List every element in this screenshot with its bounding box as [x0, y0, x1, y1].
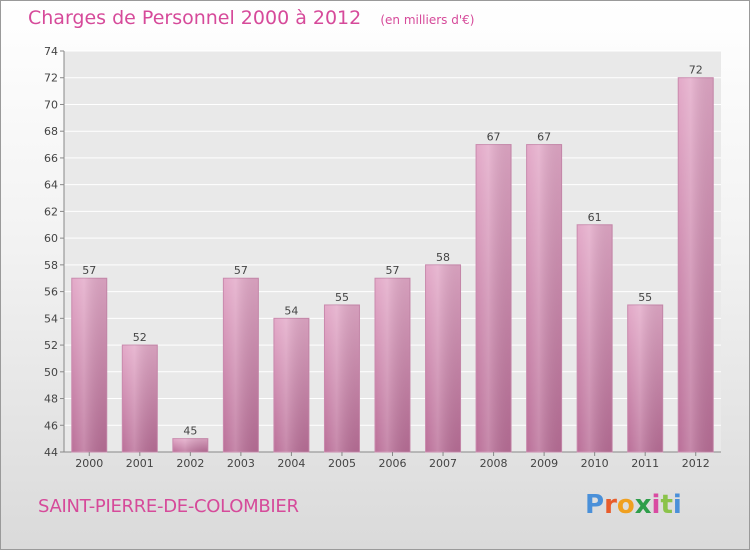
logo-letter: r [604, 490, 617, 520]
x-tick-label: 2004 [277, 457, 305, 470]
city-name: SAINT-PIERRE-DE-COLOMBIER [38, 496, 299, 517]
bar-shine [526, 144, 562, 453]
bar-shine [71, 278, 107, 452]
x-tick-label: 2011 [631, 457, 659, 470]
bar-shine [476, 144, 512, 453]
y-tick-label: 72 [44, 72, 58, 85]
bar-shine [273, 318, 309, 452]
bar-value-label: 52 [133, 331, 147, 344]
bar-shine [172, 438, 208, 452]
bar-value-label: 61 [588, 211, 602, 224]
bar-shine [678, 77, 714, 452]
x-tick-label: 2003 [227, 457, 255, 470]
bar-shine [122, 345, 158, 452]
bar-shine [324, 304, 360, 452]
x-tick-label: 2002 [176, 457, 204, 470]
bar-value-label: 55 [335, 291, 349, 304]
y-tick-label: 46 [44, 419, 58, 432]
y-tick-label: 58 [44, 259, 58, 272]
title-row: Charges de Personnel 2000 à 2012 (en mil… [28, 7, 474, 29]
y-tick-label: 48 [44, 393, 58, 406]
y-tick-label: 70 [44, 98, 58, 111]
y-tick-label: 62 [44, 205, 58, 218]
logo-letter: o [616, 490, 635, 520]
logo-letter: x [634, 490, 652, 520]
x-tick-label: 2010 [581, 457, 609, 470]
x-tick-label: 2007 [429, 457, 457, 470]
logo-letter: t [660, 490, 673, 520]
bar-value-label: 57 [386, 264, 400, 277]
x-tick-label: 2000 [75, 457, 103, 470]
logo-letter: P [585, 490, 605, 520]
bar-value-label: 57 [82, 264, 96, 277]
y-tick-label: 56 [44, 286, 58, 299]
bar-shine [627, 304, 663, 452]
x-tick-label: 2005 [328, 457, 356, 470]
y-tick-label: 50 [44, 366, 58, 379]
proxiti-logo[interactable]: Proxiti [585, 490, 682, 520]
bar-value-label: 57 [234, 264, 248, 277]
y-tick-label: 54 [44, 312, 58, 325]
y-tick-label: 66 [44, 152, 58, 165]
bar-value-label: 72 [689, 64, 703, 77]
bar-value-label: 58 [436, 251, 450, 264]
bar-shine [577, 224, 613, 452]
bar-value-label: 54 [284, 304, 298, 317]
y-tick-label: 52 [44, 339, 58, 352]
y-tick-label: 68 [44, 125, 58, 138]
bar-shine [223, 278, 259, 452]
y-tick-label: 44 [44, 446, 58, 459]
y-tick-label: 74 [44, 45, 58, 58]
bar-shine [375, 278, 410, 452]
logo-letter: i [672, 490, 682, 520]
bar-value-label: 67 [487, 131, 501, 144]
y-tick-label: 60 [44, 232, 58, 245]
chart-subtitle: (en milliers d'€) [380, 13, 475, 27]
chart-title: Charges de Personnel 2000 à 2012 [28, 7, 362, 29]
bar-value-label: 55 [638, 291, 652, 304]
logo-letter: i [651, 490, 661, 520]
bar-value-label: 45 [183, 425, 197, 438]
x-tick-label: 2008 [480, 457, 508, 470]
x-tick-label: 2001 [126, 457, 154, 470]
x-tick-label: 2009 [530, 457, 558, 470]
bar-shine [425, 264, 461, 452]
x-tick-label: 2012 [682, 457, 710, 470]
y-tick-label: 64 [44, 179, 58, 192]
x-tick-label: 2006 [379, 457, 407, 470]
bar-value-label: 67 [537, 131, 551, 144]
